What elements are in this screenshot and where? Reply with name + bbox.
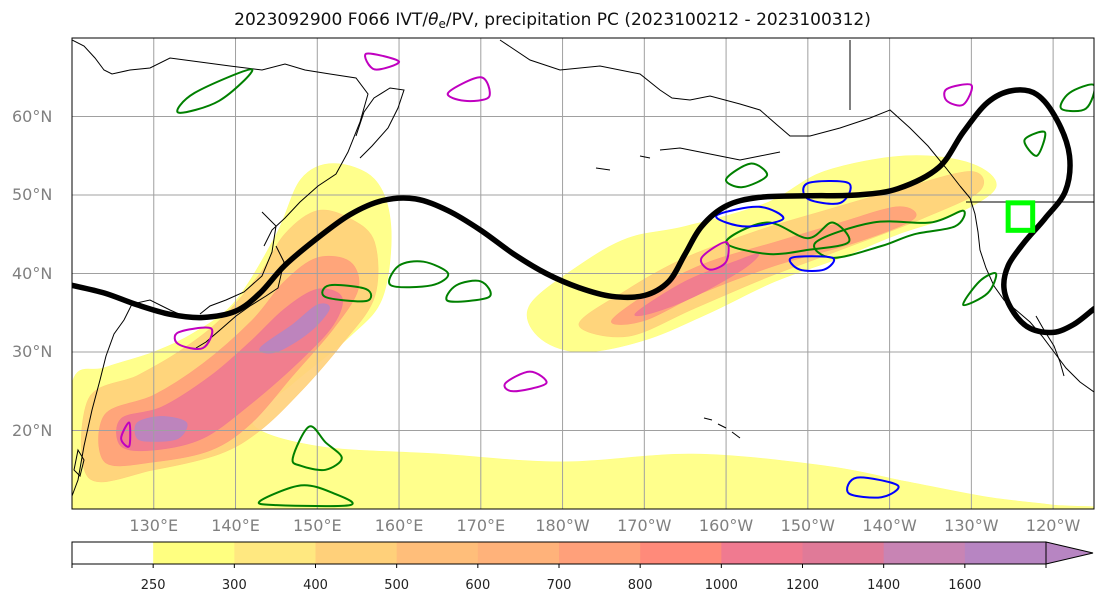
coast-baja [1035, 315, 1065, 377]
coast-japan [199, 211, 277, 315]
colorbar-tick-label: 1200 [785, 578, 820, 593]
colorbar-bin [883, 542, 966, 564]
colorbar-bin [721, 542, 803, 564]
title-theta: θ [428, 10, 439, 30]
colorbar-bin [396, 542, 479, 564]
colorbar-bin [964, 542, 1047, 564]
theta-e-contour [725, 162, 769, 189]
theta-e-contour [813, 209, 966, 259]
theta-e-contour [1023, 130, 1047, 157]
lon-label: 160°E [374, 516, 424, 535]
title-lead: 2023092900 F066 IVT/ [234, 10, 429, 30]
colorbar-tick-label: 600 [465, 578, 491, 593]
theta-e-contour [321, 283, 373, 303]
purple-contour [699, 241, 730, 271]
map-frame [71, 37, 1095, 510]
theta-e-contour [1059, 83, 1094, 113]
lon-label: 120°W [1025, 516, 1081, 535]
lon-label: 130°E [129, 516, 179, 535]
lat-label: 30°N [12, 342, 53, 361]
target-region-box [1005, 200, 1036, 233]
purple-contour [173, 326, 214, 350]
title-theta-sub: e [438, 17, 446, 31]
colorbar-extend-arrow [1045, 541, 1094, 565]
colorbar-bin [559, 542, 641, 564]
lon-label: 150°E [292, 516, 342, 535]
theta-e-contour [291, 425, 343, 472]
colorbar-tick-label: 1000 [704, 578, 738, 593]
coast-north-america [959, 185, 1094, 393]
lat-label: 60°N [12, 106, 53, 126]
colorbar-bin [477, 542, 560, 564]
lon-label: 180°W [535, 516, 590, 535]
coast-taiwan [73, 448, 85, 477]
colorbar-bin [640, 542, 722, 564]
colorbar-bin [315, 542, 398, 564]
coast-kamchatka [355, 87, 405, 159]
pv-main-contour [72, 87, 1094, 336]
colorbar-bin [802, 542, 885, 564]
lon-label: 150°W [780, 516, 835, 535]
theta-e-contour [388, 260, 450, 289]
lat-label: 40°N [12, 263, 53, 283]
lon-label: 130°W [944, 516, 999, 535]
pv-blue-contour [846, 476, 900, 499]
pv-blue-contour [715, 205, 785, 228]
coast-alaska [499, 39, 961, 187]
purple-contour [364, 52, 401, 71]
purple-contour [943, 83, 973, 107]
ivt-shade-1000 [634, 253, 760, 317]
colorbar-tick-label: 300 [221, 578, 247, 593]
colorbar-bin [234, 542, 316, 564]
purple-contour [446, 76, 491, 103]
lon-label: 140°W [862, 516, 917, 535]
purple-contour [503, 370, 548, 393]
pv-blue-contour [788, 255, 836, 273]
coast-aleutians [595, 147, 781, 171]
lon-label: 160°W [698, 516, 754, 535]
theta-e-contour [445, 279, 492, 303]
colorbar-tick-label: 250 [140, 578, 166, 593]
contour-lines [72, 52, 1094, 508]
ivt-shade-1400 [134, 416, 188, 442]
purple-contour [120, 421, 132, 448]
colorbar-tick-label: 700 [546, 578, 572, 593]
figure-title: 2023092900 F066 IVT/θe/PV, precipitation… [0, 10, 1105, 31]
title-rest: /PV, precipitation PC (2023100212 - 2023… [445, 10, 871, 30]
colorbar-tick-label: 800 [627, 578, 653, 593]
graticule [72, 38, 1094, 509]
colorbar-tick-label: 400 [303, 578, 328, 593]
theta-e-contour [257, 484, 354, 508]
colorbar-bin [72, 542, 154, 564]
theta-e-contour [962, 272, 998, 307]
lon-label: 140°E [211, 516, 260, 535]
theta-e-contour [176, 68, 254, 114]
colorbar-tick-label: 500 [384, 578, 410, 593]
lat-label: 50°N [12, 185, 53, 204]
lat-label: 20°N [12, 420, 53, 440]
colorbar [71, 541, 1094, 568]
lon-label: 170°E [456, 516, 506, 535]
colorbar-bin [153, 542, 235, 564]
hawaii [703, 417, 741, 439]
lon-label: 170°W [617, 516, 672, 535]
colorbar-tick-label: 1400 [867, 578, 901, 593]
colorbar-tick-label: 1600 [948, 578, 982, 593]
